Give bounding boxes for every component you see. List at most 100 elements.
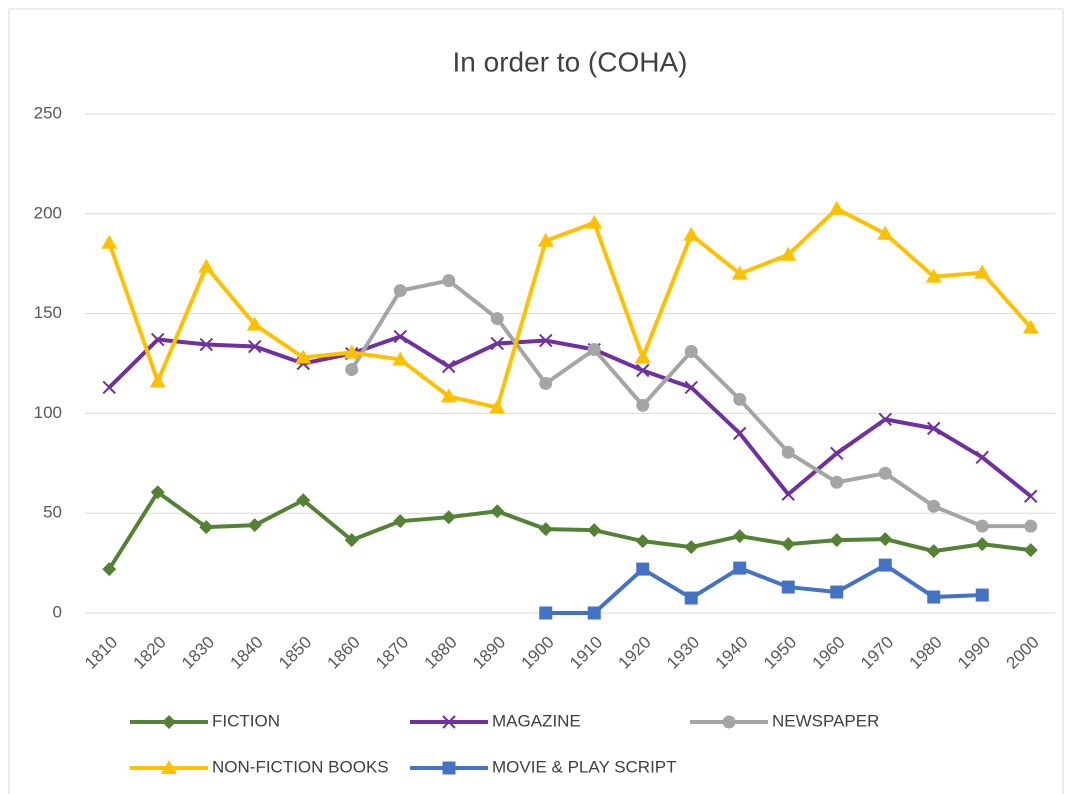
marker bbox=[927, 499, 941, 513]
y-tick-label: 250 bbox=[34, 103, 62, 122]
marker bbox=[392, 351, 409, 366]
marker bbox=[878, 532, 893, 547]
marker bbox=[393, 329, 407, 344]
marker bbox=[636, 363, 650, 378]
marker bbox=[975, 588, 989, 602]
marker bbox=[781, 580, 795, 594]
series-line bbox=[107, 490, 1031, 571]
marker bbox=[780, 246, 797, 261]
marker bbox=[975, 519, 989, 533]
chart-frame bbox=[8, 8, 1064, 794]
marker bbox=[636, 398, 650, 412]
marker bbox=[1022, 319, 1039, 334]
marker bbox=[102, 380, 116, 395]
marker bbox=[539, 333, 553, 348]
marker bbox=[829, 533, 844, 548]
y-tick-label: 50 bbox=[43, 503, 62, 522]
marker bbox=[683, 226, 700, 241]
marker bbox=[151, 332, 165, 347]
marker bbox=[343, 344, 360, 359]
y-tick-label: 200 bbox=[34, 203, 62, 222]
marker bbox=[927, 421, 941, 436]
marker bbox=[684, 380, 698, 395]
legend-item: MOVIE & PLAY SCRIPT bbox=[410, 757, 677, 776]
marker bbox=[199, 337, 213, 352]
marker bbox=[781, 445, 795, 459]
marker bbox=[539, 376, 553, 390]
legend-label: NEWSPAPER bbox=[772, 711, 879, 730]
marker bbox=[490, 504, 505, 519]
marker bbox=[733, 561, 747, 575]
marker bbox=[975, 537, 990, 552]
marker bbox=[539, 606, 553, 620]
marker bbox=[684, 345, 698, 359]
marker bbox=[442, 274, 456, 288]
marker bbox=[1024, 519, 1038, 533]
marker bbox=[150, 485, 165, 500]
marker bbox=[295, 349, 312, 364]
marker bbox=[634, 349, 651, 364]
legend-item: NON-FICTION BOOKS bbox=[130, 757, 389, 776]
y-tick-label: 100 bbox=[34, 403, 62, 422]
marker bbox=[587, 523, 602, 538]
marker bbox=[490, 336, 504, 351]
marker bbox=[538, 522, 553, 537]
marker bbox=[587, 343, 601, 357]
marker bbox=[393, 284, 407, 298]
marker bbox=[102, 562, 117, 577]
series-line bbox=[107, 206, 1033, 410]
legend-label: MAGAZINE bbox=[492, 711, 581, 730]
marker bbox=[781, 537, 796, 552]
series-line bbox=[107, 334, 1033, 498]
series-line bbox=[545, 563, 983, 615]
marker bbox=[733, 426, 747, 441]
marker bbox=[684, 591, 698, 605]
marker bbox=[198, 258, 215, 273]
marker bbox=[199, 520, 214, 535]
marker bbox=[878, 558, 892, 572]
marker bbox=[587, 606, 601, 620]
marker bbox=[731, 265, 748, 280]
marker bbox=[635, 534, 650, 549]
marker bbox=[1023, 543, 1038, 558]
marker bbox=[247, 518, 262, 533]
marker bbox=[149, 373, 166, 388]
marker bbox=[442, 359, 456, 374]
marker bbox=[296, 493, 311, 508]
chart-title: In order to (COHA) bbox=[453, 46, 688, 77]
legend-label: NON-FICTION BOOKS bbox=[212, 757, 389, 776]
legend-label: FICTION bbox=[212, 711, 280, 730]
marker bbox=[828, 200, 845, 215]
marker bbox=[490, 312, 504, 326]
marker bbox=[975, 450, 989, 465]
marker bbox=[684, 540, 699, 555]
marker bbox=[441, 510, 456, 525]
legend-marker bbox=[442, 715, 456, 729]
marker bbox=[248, 339, 262, 354]
legend-marker bbox=[442, 761, 456, 775]
legend-marker bbox=[161, 760, 177, 774]
marker bbox=[246, 316, 263, 331]
marker bbox=[781, 487, 795, 501]
legend-item: MAGAZINE bbox=[410, 711, 581, 730]
marker bbox=[830, 585, 844, 599]
marker bbox=[489, 399, 506, 414]
legend-marker bbox=[722, 715, 736, 729]
marker bbox=[344, 533, 359, 548]
marker bbox=[927, 590, 941, 604]
marker bbox=[878, 412, 892, 427]
y-tick-label: 150 bbox=[34, 303, 62, 322]
marker bbox=[393, 514, 408, 529]
marker bbox=[877, 225, 894, 240]
marker bbox=[878, 466, 892, 480]
marker bbox=[830, 475, 844, 489]
marker bbox=[440, 388, 457, 403]
marker bbox=[974, 264, 991, 279]
legend-item: FICTION bbox=[130, 711, 280, 730]
marker bbox=[830, 446, 844, 461]
y-tick-label: 0 bbox=[53, 602, 62, 621]
marker bbox=[926, 544, 941, 559]
legend-item: NEWSPAPER bbox=[690, 711, 879, 730]
legend-label: MOVIE & PLAY SCRIPT bbox=[492, 757, 677, 776]
